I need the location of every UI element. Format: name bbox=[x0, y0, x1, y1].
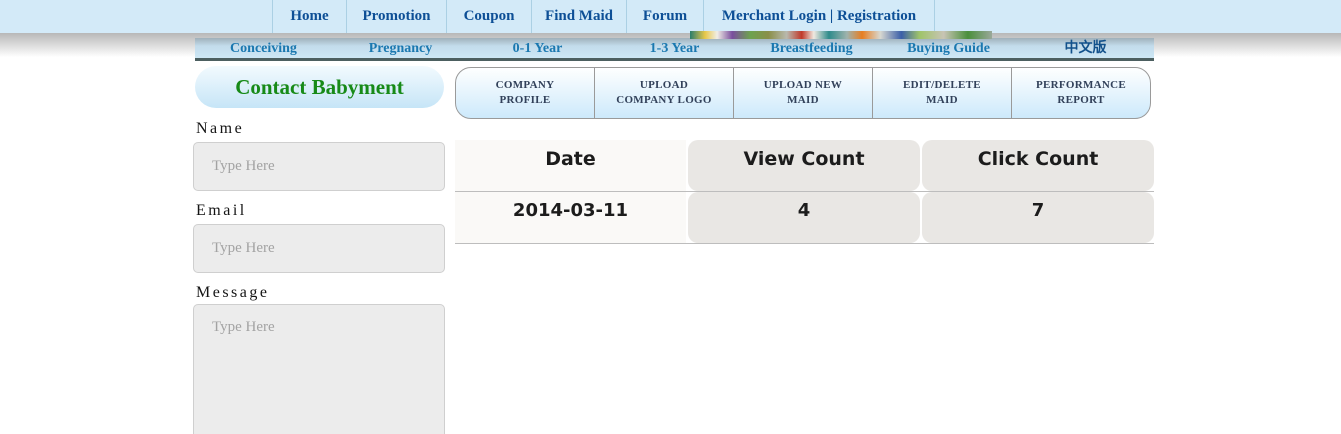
name-input[interactable] bbox=[193, 142, 445, 191]
email-label: Email bbox=[196, 202, 247, 219]
cell-date: 2014-03-11 bbox=[455, 192, 686, 243]
performance-report-table: Date View Count Click Count 2014-03-11 4… bbox=[455, 140, 1154, 244]
tab-label: EDIT/DELETE bbox=[903, 79, 981, 91]
tab-label: REPORT bbox=[1057, 94, 1105, 106]
top-nav-menu: Home Promotion Coupon Find Maid Forum Me… bbox=[272, 0, 935, 33]
subnav-item-buying-guide[interactable]: Buying Guide bbox=[907, 41, 990, 56]
merchant-tab-strip: COMPANY PROFILE UPLOAD COMPANY LOGO UPLO… bbox=[455, 67, 1151, 119]
message-textarea[interactable] bbox=[193, 304, 445, 434]
tab-upload-company-logo[interactable]: UPLOAD COMPANY LOGO bbox=[594, 68, 733, 118]
column-header-date: Date bbox=[455, 140, 686, 191]
tab-edit-delete-maid[interactable]: EDIT/DELETE MAID bbox=[872, 68, 1011, 118]
message-label: Message bbox=[196, 284, 270, 301]
subnav-item-0-1-year[interactable]: 0-1 Year bbox=[512, 41, 563, 56]
banner-image-sliver bbox=[690, 31, 992, 39]
tab-company-profile[interactable]: COMPANY PROFILE bbox=[456, 68, 594, 118]
tab-label: PROFILE bbox=[499, 94, 551, 106]
tab-label: UPLOAD NEW bbox=[763, 79, 843, 91]
tab-label: MAID bbox=[926, 94, 958, 106]
cell-view-count: 4 bbox=[688, 192, 920, 243]
nav-item-promotion[interactable]: Promotion bbox=[346, 0, 446, 33]
table-divider bbox=[455, 191, 1154, 192]
nav-item-coupon[interactable]: Coupon bbox=[446, 0, 531, 33]
table-header-row: Date View Count Click Count bbox=[455, 140, 1154, 191]
tab-label: COMPANY LOGO bbox=[616, 94, 712, 106]
tab-label: PERFORMANCE bbox=[1035, 79, 1127, 91]
tab-label: UPLOAD bbox=[639, 79, 689, 91]
name-label: Name bbox=[196, 120, 245, 137]
nav-item-merchant-login-registration[interactable]: Merchant Login | Registration bbox=[703, 0, 935, 33]
subnav-item-breastfeeding[interactable]: Breastfeeding bbox=[770, 41, 853, 56]
top-navigation-bar: Home Promotion Coupon Find Maid Forum Me… bbox=[0, 0, 1341, 33]
subnav-item-chinese-version[interactable]: 中文版 bbox=[1064, 41, 1107, 56]
nav-item-find-maid[interactable]: Find Maid bbox=[531, 0, 626, 33]
column-header-click-count: Click Count bbox=[922, 140, 1154, 191]
contact-babyment-title: Contact Babyment bbox=[195, 66, 444, 108]
tab-performance-report[interactable]: PERFORMANCE REPORT bbox=[1011, 68, 1150, 118]
category-navigation-bar: Conceiving Pregnancy 0-1 Year 1-3 Year B… bbox=[195, 38, 1154, 61]
column-header-view-count: View Count bbox=[688, 140, 920, 191]
email-input[interactable] bbox=[193, 224, 445, 273]
nav-item-forum[interactable]: Forum bbox=[626, 0, 703, 33]
subnav-item-conceiving[interactable]: Conceiving bbox=[230, 41, 297, 56]
subnav-item-1-3-year[interactable]: 1-3 Year bbox=[649, 41, 700, 56]
tab-label: COMPANY bbox=[495, 79, 555, 91]
cell-click-count: 7 bbox=[922, 192, 1154, 243]
table-divider bbox=[455, 243, 1154, 244]
tab-label: MAID bbox=[787, 94, 819, 106]
tab-upload-new-maid[interactable]: UPLOAD NEW MAID bbox=[733, 68, 872, 118]
subnav-item-pregnancy[interactable]: Pregnancy bbox=[368, 41, 433, 56]
table-row: 2014-03-11 4 7 bbox=[455, 192, 1154, 243]
nav-item-home[interactable]: Home bbox=[272, 0, 346, 33]
